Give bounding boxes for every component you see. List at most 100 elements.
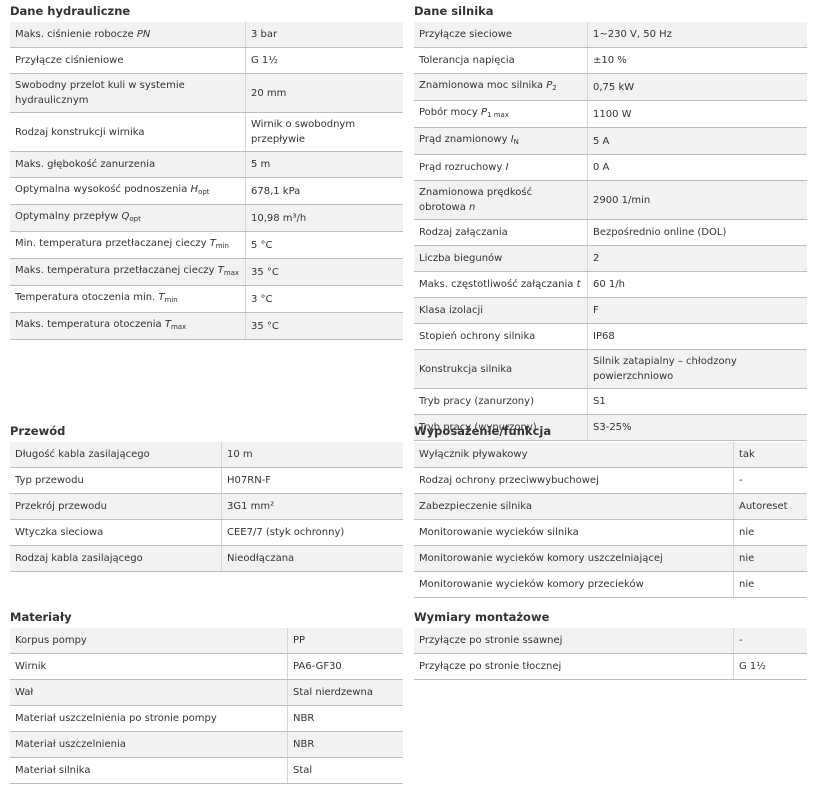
spec-label: Pobór mocy P1 max bbox=[414, 100, 588, 128]
spec-row: Przekrój przewodu 3G1 mm² bbox=[10, 493, 403, 520]
spec-row: Monitorowanie wycieków komory uszczelnia… bbox=[414, 545, 807, 572]
spec-row: Materiał uszczelnienia NBR bbox=[10, 731, 403, 758]
spec-label: Min. temperatura przetłaczanej cieczy Tm… bbox=[10, 231, 246, 259]
subscript: max bbox=[170, 323, 187, 331]
spec-row: Rodzaj załączania Bezpośrednio online (DO… bbox=[414, 219, 807, 246]
spec-value: nie bbox=[733, 571, 807, 598]
spec-value: nie bbox=[733, 519, 807, 546]
spec-row: Zabezpieczenie silnika Autoreset bbox=[414, 493, 807, 520]
spec-label: Rodzaj ochrony przeciwwybuchowej bbox=[414, 467, 734, 494]
spec-row: Konstrukcja silnika Silnik zatapialny – c… bbox=[414, 349, 807, 389]
spec-row: Tryb pracy (wynurzony) S3-25% bbox=[414, 414, 807, 441]
spec-value: NBR bbox=[287, 731, 403, 758]
spec-row: Maks. częstotliwość załączania t 60 1/h bbox=[414, 271, 807, 298]
spec-row: Min. temperatura przetłaczanej cieczy Tm… bbox=[10, 231, 403, 259]
spec-label: Korpus pompy bbox=[10, 628, 288, 654]
spec-label: Rodzaj konstrukcji wirnika bbox=[10, 112, 246, 152]
section: Wyposażenie/funkcja Wyłącznik pływakowy ta… bbox=[414, 420, 807, 598]
symbol: Q bbox=[121, 211, 130, 222]
text: Min. temperatura przetłaczanej cieczy bbox=[15, 238, 210, 249]
spec-value: S1 bbox=[587, 388, 807, 415]
spec-row: Optymalny przepływ Qopt 10,98 m³/h bbox=[10, 204, 403, 232]
spec-value: Stal nierdzewna bbox=[287, 679, 403, 706]
spec-value: 3 bar bbox=[245, 22, 403, 48]
section: Materiały Korpus pompy PP Wirnik PA6-GF30 Wał… bbox=[10, 606, 403, 784]
spec-label: Materiał uszczelnienia po stronie pompy bbox=[10, 705, 288, 732]
spec-label: Przyłącze ciśnieniowe bbox=[10, 47, 246, 74]
spec-value: - bbox=[733, 467, 807, 494]
spec-label: Przyłącze sieciowe bbox=[414, 22, 588, 48]
section: Dane silnika Przyłącze sieciowe 1~230 V, 5… bbox=[414, 0, 807, 441]
subscript: min bbox=[164, 296, 178, 304]
section-title: Materiały bbox=[10, 610, 72, 624]
spec-row: Znamionowa prędkość obrotowa n 2900 1/min bbox=[414, 180, 807, 220]
subscript: max bbox=[223, 269, 240, 277]
spec-label: Rodzaj załączania bbox=[414, 219, 588, 246]
spec-row: Przyłącze po stronie ssawnej - bbox=[414, 628, 807, 654]
text: Prąd rozruchowy bbox=[419, 162, 506, 173]
text: Prąd znamionowy bbox=[419, 134, 511, 145]
subscript: opt bbox=[129, 215, 141, 223]
section: Dane hydrauliczne Maks. ciśnienie robocze… bbox=[10, 0, 403, 340]
text: Znamionowa prędkość obrotowa bbox=[419, 187, 533, 213]
spec-row: Prąd znamionowy IN 5 A bbox=[414, 127, 807, 155]
spec-label: Swobodny przelot kuli w systemie hydraul… bbox=[10, 73, 246, 113]
spec-row: Rodzaj kabla zasilającego Nieodłączana bbox=[10, 545, 403, 572]
spec-value: 5 A bbox=[587, 127, 807, 155]
spec-value: - bbox=[733, 628, 807, 654]
spec-value: G 1½ bbox=[733, 653, 807, 680]
spec-value: 10,98 m³/h bbox=[245, 204, 403, 232]
spec-label: Długość kabla zasilającego bbox=[10, 442, 222, 468]
spec-value: ±10 % bbox=[587, 47, 807, 74]
spec-row: Pobór mocy P1 max 1100 W bbox=[414, 100, 807, 128]
spec-label: Przyłącze po stronie ssawnej bbox=[414, 628, 734, 654]
spec-value: Silnik zatapialny – chłodzony powierzchn… bbox=[587, 349, 807, 389]
spec-label: Zabezpieczenie silnika bbox=[414, 493, 734, 520]
text: Znamionowa moc silnika bbox=[419, 80, 547, 91]
spec-row: Maks. ciśnienie robocze PN 3 bar bbox=[10, 22, 403, 48]
spec-row: Przyłącze po stronie tłocznej G 1½ bbox=[414, 653, 807, 680]
spec-row: Przyłącze ciśnieniowe G 1½ bbox=[10, 47, 403, 74]
section: Przewód Długość kabla zasilającego 10 m Typ… bbox=[10, 420, 403, 572]
spec-row: Liczba biegunów 2 bbox=[414, 245, 807, 272]
spec-label: Rodzaj kabla zasilającego bbox=[10, 545, 222, 572]
section: Wymiary montażowe Przyłącze po stronie ss… bbox=[414, 606, 807, 680]
spec-row: Monitorowanie wycieków komory przecieków… bbox=[414, 571, 807, 598]
spec-label: Konstrukcja silnika bbox=[414, 349, 588, 389]
spec-row: Rodzaj konstrukcji wirnika Wirnik o swobo… bbox=[10, 112, 403, 152]
spec-label: Maks. głębokość zanurzenia bbox=[10, 151, 246, 178]
section-title: Dane silnika bbox=[414, 4, 494, 18]
spec-table: Przyłącze po stronie ssawnej - Przyłącze p… bbox=[414, 628, 807, 680]
spec-value: 2 bbox=[587, 245, 807, 272]
text: Maks. częstotliwość załączania bbox=[419, 279, 577, 290]
spec-row: Wał Stal nierdzewna bbox=[10, 679, 403, 706]
spec-row: Tryb pracy (zanurzony) S1 bbox=[414, 388, 807, 415]
text: Optymalna wysokość podnoszenia bbox=[15, 184, 191, 195]
text: Maks. temperatura otoczenia bbox=[15, 319, 165, 330]
spec-table: Przyłącze sieciowe 1~230 V, 50 Hz Toleranc… bbox=[414, 22, 807, 441]
spec-label: Wał bbox=[10, 679, 288, 706]
spec-value: PA6-GF30 bbox=[287, 653, 403, 680]
spec-label: Stopień ochrony silnika bbox=[414, 323, 588, 350]
spec-value: 0,75 kW bbox=[587, 73, 807, 101]
symbol: T bbox=[164, 319, 171, 330]
spec-label: Typ przewodu bbox=[10, 467, 222, 494]
spec-value: Nieodłączana bbox=[221, 545, 403, 572]
spec-row: Tolerancja napięcia ±10 % bbox=[414, 47, 807, 74]
symbol: n bbox=[469, 202, 476, 213]
symbol: I bbox=[510, 134, 514, 145]
spec-label: Optymalny przepływ Qopt bbox=[10, 204, 246, 232]
spec-value: 5 °C bbox=[245, 231, 403, 259]
section-title: Dane hydrauliczne bbox=[10, 4, 131, 18]
spec-label: Materiał uszczelnienia bbox=[10, 731, 288, 758]
spec-label: Liczba biegunów bbox=[414, 245, 588, 272]
spec-value: Wirnik o swobodnym przepływie bbox=[245, 112, 403, 152]
spec-label: Klasa izolacji bbox=[414, 297, 588, 324]
text: Optymalny przepływ bbox=[15, 211, 122, 222]
spec-label: Znamionowa prędkość obrotowa n bbox=[414, 180, 588, 220]
symbol: T bbox=[217, 265, 224, 276]
symbol: I bbox=[505, 162, 509, 173]
subscript: N bbox=[513, 138, 519, 146]
spec-row: Maks. temperatura przetłaczanej cieczy T… bbox=[10, 258, 403, 286]
